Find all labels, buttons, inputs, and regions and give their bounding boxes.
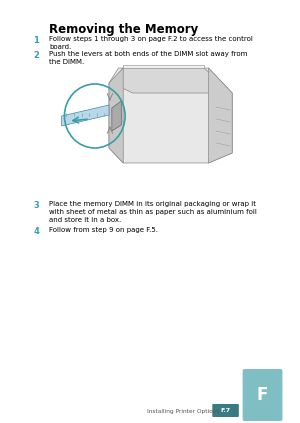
Text: Follow from step 9 on page F.5.: Follow from step 9 on page F.5. [49, 227, 158, 233]
Text: F.7: F.7 [220, 408, 231, 413]
Text: Push the levers at both ends of the DIMM slot away from
the DIMM.: Push the levers at both ends of the DIMM… [49, 51, 248, 65]
Text: 3: 3 [33, 201, 39, 210]
FancyBboxPatch shape [243, 369, 282, 421]
Text: Installing Printer Options: Installing Printer Options [147, 409, 219, 414]
Text: 2: 2 [33, 51, 39, 60]
Polygon shape [109, 68, 123, 163]
Polygon shape [112, 101, 121, 131]
Text: F: F [257, 386, 268, 404]
Text: Removing the Memory: Removing the Memory [49, 23, 199, 36]
FancyBboxPatch shape [212, 404, 239, 417]
Text: Place the memory DIMM in its original packaging or wrap it
with sheet of metal a: Place the memory DIMM in its original pa… [49, 201, 257, 223]
Polygon shape [112, 68, 227, 93]
Polygon shape [109, 68, 232, 163]
Text: 4: 4 [33, 227, 39, 236]
Polygon shape [61, 105, 109, 126]
Polygon shape [123, 65, 204, 68]
Text: 1: 1 [33, 36, 39, 45]
Polygon shape [208, 68, 232, 163]
Text: Follow steps 1 through 3 on page F.2 to access the control
board.: Follow steps 1 through 3 on page F.2 to … [49, 36, 253, 50]
